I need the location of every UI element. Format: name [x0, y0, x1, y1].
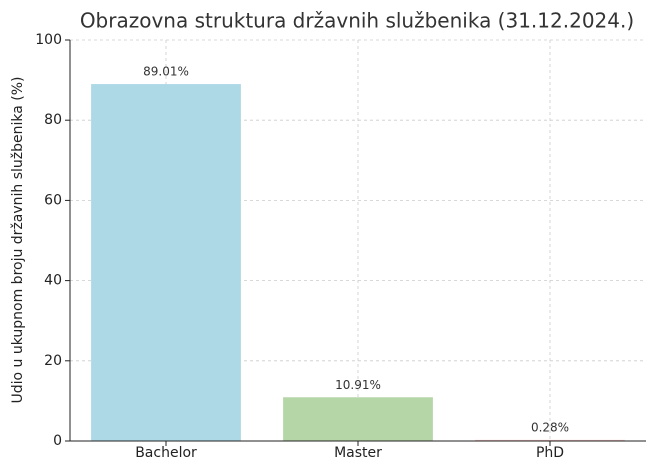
bar: [91, 84, 241, 442]
y-tick-label: 20: [44, 353, 62, 369]
x-tick-label: PhD: [536, 445, 564, 460]
x-tick-label: Master: [334, 445, 382, 460]
bar: [475, 439, 625, 441]
bar: [283, 397, 433, 441]
y-tick-label: 0: [53, 433, 62, 449]
y-tick-label: 40: [44, 273, 62, 289]
data-label: 0.28%: [531, 420, 569, 434]
x-tick-label: Bachelor: [135, 445, 197, 460]
y-tick-label: 80: [44, 112, 62, 128]
y-axis-label: Udio u ukupnom broju državnih službenika…: [10, 76, 26, 403]
data-label: 89.01%: [143, 65, 189, 79]
chart-title: Obrazovna struktura državnih službenika …: [80, 9, 634, 33]
y-tick-label: 60: [44, 192, 62, 208]
y-tick-label: 100: [35, 32, 62, 48]
data-label: 10.91%: [335, 378, 381, 392]
